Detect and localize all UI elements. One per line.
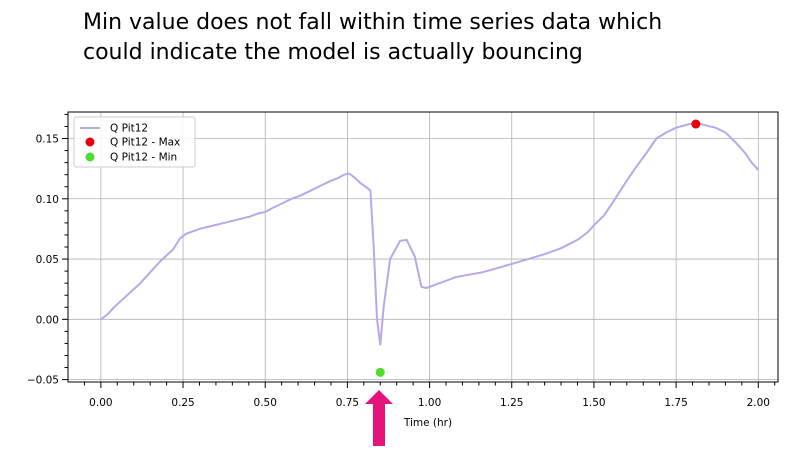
- x-tick-label: 2.00: [747, 397, 770, 409]
- x-tick-label: 1.25: [500, 397, 523, 409]
- min-point-marker: [375, 367, 385, 377]
- legend-label-series: Q Pit12: [110, 123, 148, 135]
- x-tick-label: 0.75: [336, 397, 359, 409]
- headline: Min value does not fall within time seri…: [83, 8, 783, 68]
- x-axis-label: Time (hr): [403, 417, 452, 429]
- series-line-q-pit12: [100, 121, 760, 346]
- series-layer: [100, 119, 760, 377]
- x-tick-label: 1.50: [582, 397, 605, 409]
- legend: Q Pit12 Q Pit12 - Max Q Pit12 - Min: [73, 116, 196, 168]
- legend-marker-min: [85, 152, 95, 162]
- y-tick-label: 0.05: [36, 254, 59, 266]
- headline-line-2: could indicate the model is actually bou…: [83, 40, 583, 65]
- x-tick-label: 0.50: [254, 397, 277, 409]
- x-tick-label: 0.00: [89, 397, 112, 409]
- x-tick-label: 1.75: [664, 397, 687, 409]
- legend-label-max: Q Pit12 - Max: [110, 137, 180, 149]
- y-tick-label: 0.10: [36, 194, 59, 206]
- y-tick-label: 0.00: [36, 314, 59, 326]
- x-tick-label: 0.25: [171, 397, 194, 409]
- legend-marker-max: [85, 137, 95, 147]
- x-tick-label: 1.00: [418, 397, 441, 409]
- grid-lines: [68, 112, 778, 382]
- axes: 0.00 0.25 0.50 0.75 1.00 1.25 1.50 1.75 2.00 −0.0…: [27, 113, 776, 409]
- legend-box: [73, 116, 196, 168]
- headline-line-1: Min value does not fall within time seri…: [83, 10, 663, 35]
- y-tick-label: −0.05: [27, 375, 59, 387]
- pointer-arrow-icon: [365, 390, 393, 446]
- max-point-marker: [691, 119, 701, 129]
- legend-label-min: Q Pit12 - Min: [110, 152, 177, 164]
- y-tick-label: 0.15: [36, 134, 59, 146]
